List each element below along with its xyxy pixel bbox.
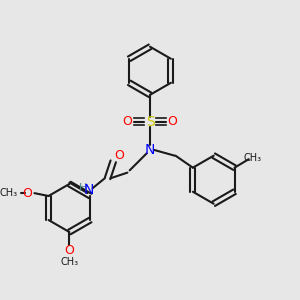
Text: CH₃: CH₃ <box>0 188 17 198</box>
Text: O: O <box>114 149 124 162</box>
Text: CH₃: CH₃ <box>244 153 262 163</box>
Text: N: N <box>84 183 94 196</box>
Text: CH₃: CH₃ <box>60 257 79 267</box>
Text: N: N <box>145 143 155 157</box>
Text: O: O <box>122 115 132 128</box>
Text: S: S <box>146 115 154 129</box>
Text: H: H <box>79 183 87 193</box>
Text: O: O <box>168 115 178 128</box>
Text: O: O <box>22 187 32 200</box>
Text: O: O <box>64 244 74 257</box>
